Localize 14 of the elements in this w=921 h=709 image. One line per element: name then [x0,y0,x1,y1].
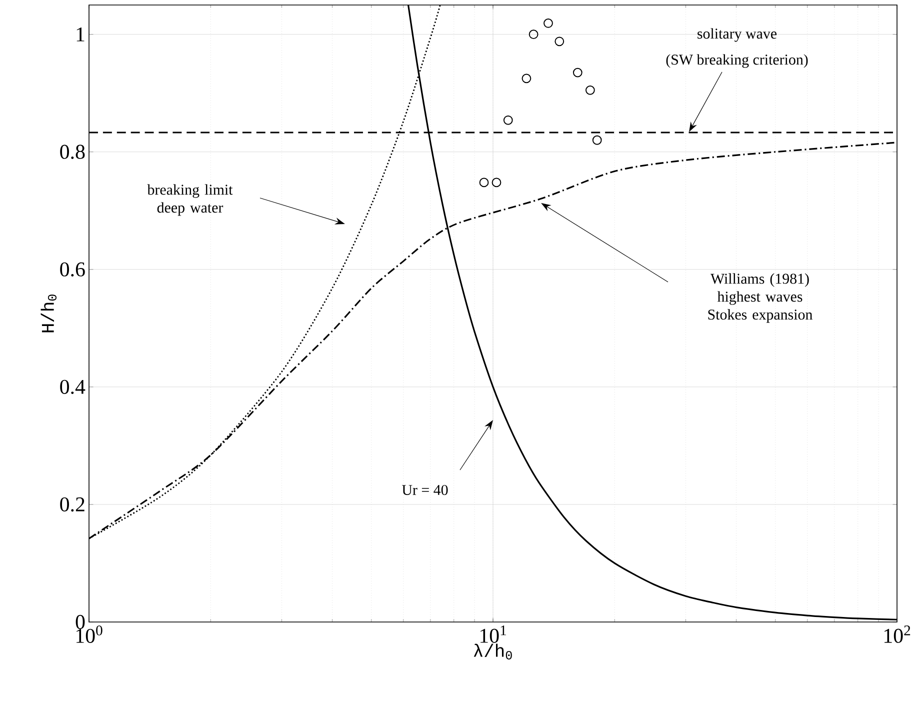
y-tick-label: 0.6 [60,262,85,277]
annotation: Ur = 40 [402,484,448,496]
y-axis-title: H/h$_{0}$ [40,294,56,332]
annotation: Williams (1981) highest waves Stokes expansion [708,273,812,323]
annotation: solitary wave [698,28,777,42]
y-tick-label: 0.4 [60,380,86,394]
x-tick-label: 10$^{2}$ [884,626,910,643]
annotation: breaking limit deep water [147,184,233,216]
y-tick-label: 0.2 [60,497,84,512]
y-tick-label: 1 [76,27,84,42]
annotation: (SW breaking criterion) [666,54,808,68]
x-axis-title: λ/h$_{0}$ [474,644,512,660]
x-tick-label: 10$^{1}$ [480,626,506,643]
y-tick-label: 0.8 [60,144,85,159]
